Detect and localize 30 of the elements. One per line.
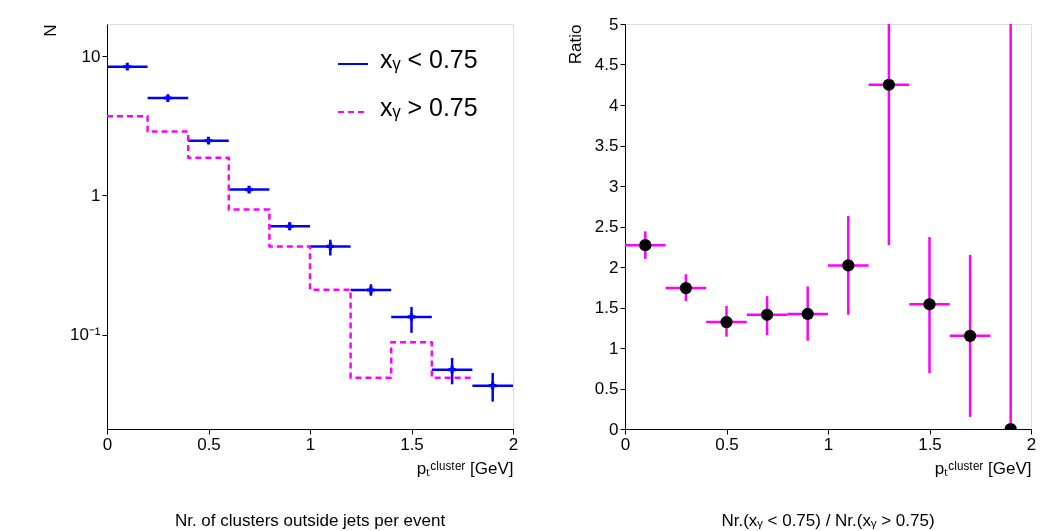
y-tick-label: 0: [609, 419, 619, 439]
x-tick-label: 1.5: [400, 434, 424, 454]
y-tick-label: 0.5: [594, 379, 619, 398]
x-axis-title: pₜᶜˡᵘˢᵗᵉʳ [GeV]: [934, 458, 1032, 478]
x-tick-label: 1: [305, 434, 316, 454]
y-tick-label: 10⁻¹: [69, 325, 101, 345]
x-tick-label: 2: [508, 434, 519, 454]
x-tick-label: 1: [823, 434, 834, 454]
legend-label: xᵧ < 0.75: [380, 45, 478, 73]
y-tick-label: 3: [609, 176, 619, 196]
y-tick-label: 2.5: [594, 217, 619, 236]
y-tick-label: 5: [609, 14, 619, 34]
x-tick-label: 0.5: [715, 434, 739, 454]
x-tick-label: 2: [1026, 434, 1037, 454]
x-tick-label: 0.5: [197, 434, 221, 454]
text: Nr.(xᵧ < 0.75) / Nr.(xᵧ > 0.75): [721, 511, 935, 530]
y-tick-label: 1.5: [594, 298, 619, 317]
y-axis-title: N: [40, 24, 60, 37]
y-tick-label: 10: [81, 46, 101, 66]
y-tick-label: 3.5: [594, 136, 619, 155]
y-tick-label: 1: [609, 338, 619, 358]
legend-label: xᵧ > 0.75: [380, 93, 478, 121]
x-tick-label: 1.5: [918, 434, 942, 454]
y-tick-label: 1: [91, 185, 101, 205]
y-tick-label: 2: [609, 257, 619, 277]
y-axis-title: Ratio: [565, 24, 585, 65]
y-tick-label: 4.5: [594, 55, 619, 74]
y-tick-label: 4: [609, 95, 619, 115]
x-axis-title: pₜᶜˡᵘˢᵗᵉʳ [GeV]: [416, 458, 514, 478]
text: Nr. of clusters outside jets per event: [174, 511, 446, 530]
